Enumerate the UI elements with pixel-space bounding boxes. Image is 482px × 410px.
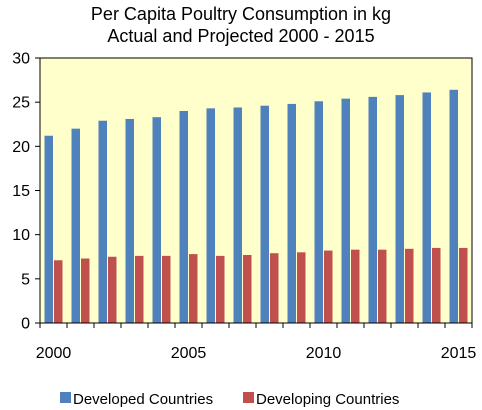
bar-developed-2007 (233, 107, 242, 323)
bar-developed-2009 (287, 103, 296, 324)
bar-developing-2007 (243, 254, 252, 323)
bar-developing-2010 (324, 250, 333, 323)
bar-developing-2000 (54, 260, 63, 323)
bar-developing-2006 (216, 255, 225, 323)
bar-developed-2014 (422, 92, 431, 323)
bar-developing-2015 (459, 247, 468, 323)
bar-developed-2003 (125, 118, 134, 323)
y-axis: 0 5 10 15 20 25 30 (12, 51, 40, 333)
y-tick-label-0: 0 (21, 316, 30, 333)
y-tick-label-30: 30 (12, 51, 30, 68)
bar-developing-2012 (378, 249, 387, 323)
bar-developing-2003 (135, 255, 144, 323)
chart-title-line-2: Actual and Projected 2000 - 2015 (107, 26, 374, 46)
legend-swatch-developing (243, 392, 254, 403)
legend-label-developing: Developing Countries (256, 391, 399, 408)
bar-developing-2008 (270, 253, 279, 323)
bar-developing-2002 (108, 256, 117, 323)
y-tick-label-5: 5 (21, 271, 30, 288)
bar-developing-2009 (297, 252, 306, 323)
y-tick-label-20: 20 (12, 139, 30, 156)
x-tick-label-2010: 2010 (306, 345, 342, 362)
bar-developing-2001 (81, 258, 90, 323)
x-tick-label-2015: 2015 (441, 345, 477, 362)
bar-developed-2005 (179, 111, 188, 323)
bar-developed-2004 (152, 117, 161, 324)
legend-swatch-developed (60, 392, 71, 403)
legend: Developed Countries Developing Countries (60, 391, 399, 408)
bar-developed-2011 (341, 98, 350, 323)
bar-developing-2011 (351, 249, 360, 323)
bar-developed-2002 (98, 120, 107, 323)
bar-developing-2005 (189, 254, 198, 323)
bar-developed-2006 (206, 108, 215, 323)
y-tick-label-15: 15 (12, 183, 30, 200)
x-tick-label-2000: 2000 (36, 345, 72, 362)
bar-developing-2013 (405, 248, 414, 323)
legend-label-developed: Developed Countries (73, 391, 213, 408)
bar-developed-2010 (314, 101, 323, 323)
bar-developed-2001 (71, 128, 80, 323)
y-tick-label-25: 25 (12, 95, 30, 112)
bar-developing-2004 (162, 255, 171, 323)
bar-developed-2008 (260, 105, 269, 323)
bar-developed-2015 (449, 89, 458, 323)
bars-group (44, 89, 468, 324)
bar-developing-2014 (432, 247, 441, 323)
x-tick-label-2005: 2005 (171, 345, 207, 362)
bar-developed-2000 (44, 135, 53, 323)
y-tick-label-10: 10 (12, 227, 30, 244)
x-axis: 2000 2005 2010 2015 (36, 323, 477, 362)
bar-developed-2013 (395, 95, 404, 323)
bar-developed-2012 (368, 96, 377, 324)
chart-title-line-1: Per Capita Poultry Consumption in kg (91, 4, 391, 24)
